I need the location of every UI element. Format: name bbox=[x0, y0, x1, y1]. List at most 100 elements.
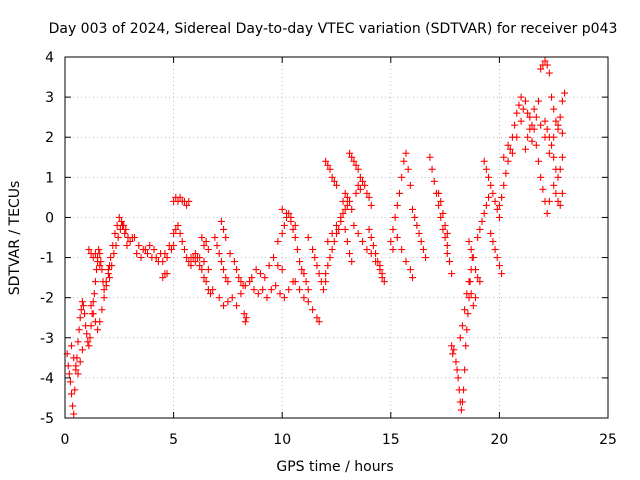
data-point bbox=[293, 246, 301, 254]
data-point bbox=[406, 181, 414, 189]
data-point bbox=[285, 286, 293, 294]
data-point bbox=[289, 225, 297, 233]
data-point bbox=[500, 153, 508, 161]
data-point bbox=[467, 246, 475, 254]
data-point bbox=[196, 262, 204, 270]
data-point bbox=[480, 209, 488, 217]
data-point bbox=[267, 286, 275, 294]
data-point bbox=[437, 213, 445, 221]
data-point bbox=[448, 270, 456, 278]
data-point bbox=[121, 229, 129, 237]
data-point bbox=[224, 278, 232, 286]
x-axis-label: GPS time / hours bbox=[276, 459, 393, 475]
data-point bbox=[352, 189, 360, 197]
data-point bbox=[237, 278, 245, 286]
data-point bbox=[341, 205, 349, 213]
data-point bbox=[530, 105, 538, 113]
data-point bbox=[296, 286, 304, 294]
data-point bbox=[324, 262, 332, 270]
data-point bbox=[489, 189, 497, 197]
data-point bbox=[291, 221, 299, 229]
data-point bbox=[367, 234, 375, 241]
data-point bbox=[354, 229, 362, 237]
data-point bbox=[280, 221, 288, 229]
data-point bbox=[543, 61, 551, 69]
data-point bbox=[102, 278, 110, 286]
data-point bbox=[541, 133, 549, 141]
data-point bbox=[298, 266, 306, 274]
data-point bbox=[428, 165, 436, 173]
axis-ticks: -5 -4 -3 -2 -1 0 1 2 3 4 0 5 10 15 20 25 bbox=[40, 50, 617, 448]
data-point bbox=[491, 197, 499, 205]
data-point bbox=[200, 274, 208, 282]
data-point bbox=[495, 213, 503, 221]
data-point bbox=[222, 274, 230, 282]
data-point bbox=[511, 121, 519, 129]
data-point bbox=[517, 93, 525, 101]
data-point bbox=[172, 225, 180, 233]
data-point bbox=[287, 213, 295, 221]
data-point bbox=[322, 270, 330, 278]
data-point bbox=[548, 93, 556, 101]
data-point bbox=[87, 322, 95, 330]
data-point bbox=[487, 229, 495, 237]
data-point bbox=[348, 258, 356, 266]
data-point bbox=[274, 238, 282, 246]
data-point bbox=[485, 173, 493, 181]
data-point bbox=[85, 246, 93, 254]
y-axis-label: SDTVAR / TECUs bbox=[7, 181, 23, 296]
data-point bbox=[100, 294, 108, 302]
data-point bbox=[272, 282, 280, 290]
data-point bbox=[467, 290, 475, 298]
data-point bbox=[439, 225, 447, 233]
data-point bbox=[498, 270, 506, 278]
data-point bbox=[78, 298, 86, 306]
data-point bbox=[89, 298, 97, 306]
data-point bbox=[309, 246, 317, 254]
data-point bbox=[94, 326, 102, 334]
data-point bbox=[90, 290, 98, 298]
data-point bbox=[478, 217, 486, 225]
data-point bbox=[413, 221, 421, 229]
data-point bbox=[528, 137, 536, 145]
data-point bbox=[393, 234, 401, 241]
data-point bbox=[233, 302, 241, 310]
data-point bbox=[178, 238, 186, 246]
data-point bbox=[242, 314, 250, 322]
data-point bbox=[487, 181, 495, 189]
data-point bbox=[326, 165, 334, 173]
data-point bbox=[263, 294, 271, 302]
data-point bbox=[441, 234, 449, 241]
y-tick-label: 0 bbox=[45, 210, 54, 226]
y-tick-label: 4 bbox=[45, 50, 54, 66]
data-point bbox=[96, 318, 104, 326]
data-point bbox=[458, 398, 466, 406]
data-point bbox=[504, 141, 512, 149]
data-point bbox=[191, 250, 199, 258]
data-point bbox=[543, 125, 551, 133]
data-point bbox=[556, 113, 564, 121]
data-point bbox=[457, 406, 465, 414]
data-point bbox=[550, 153, 558, 161]
data-point bbox=[398, 173, 406, 181]
data-point bbox=[537, 173, 545, 181]
data-point bbox=[68, 390, 76, 398]
data-point bbox=[220, 302, 228, 310]
y-tick-label: -4 bbox=[40, 371, 54, 387]
data-point bbox=[341, 189, 349, 197]
data-point bbox=[541, 117, 549, 125]
data-point bbox=[450, 346, 458, 354]
data-point bbox=[453, 366, 461, 374]
data-point bbox=[70, 354, 78, 362]
data-point bbox=[367, 201, 375, 209]
data-point bbox=[152, 254, 160, 262]
chart-title: Day 003 of 2024, Sidereal Day-to-day VTE… bbox=[49, 21, 618, 37]
data-point bbox=[524, 133, 532, 141]
data-point bbox=[387, 238, 395, 246]
data-point bbox=[161, 250, 169, 258]
data-point bbox=[135, 242, 143, 250]
data-point bbox=[528, 121, 536, 129]
data-point bbox=[339, 209, 347, 217]
data-point bbox=[346, 197, 354, 205]
